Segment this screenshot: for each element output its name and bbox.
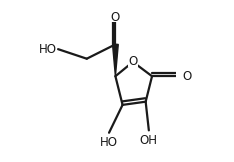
Text: O: O	[111, 11, 120, 24]
Bar	[128, 56, 138, 67]
Text: O: O	[128, 55, 138, 68]
Text: OH: OH	[140, 133, 158, 147]
Bar	[176, 71, 186, 82]
Bar	[111, 12, 120, 22]
Polygon shape	[113, 44, 118, 76]
Text: HO: HO	[100, 136, 118, 149]
Text: O: O	[182, 70, 192, 83]
Text: HO: HO	[39, 43, 56, 56]
